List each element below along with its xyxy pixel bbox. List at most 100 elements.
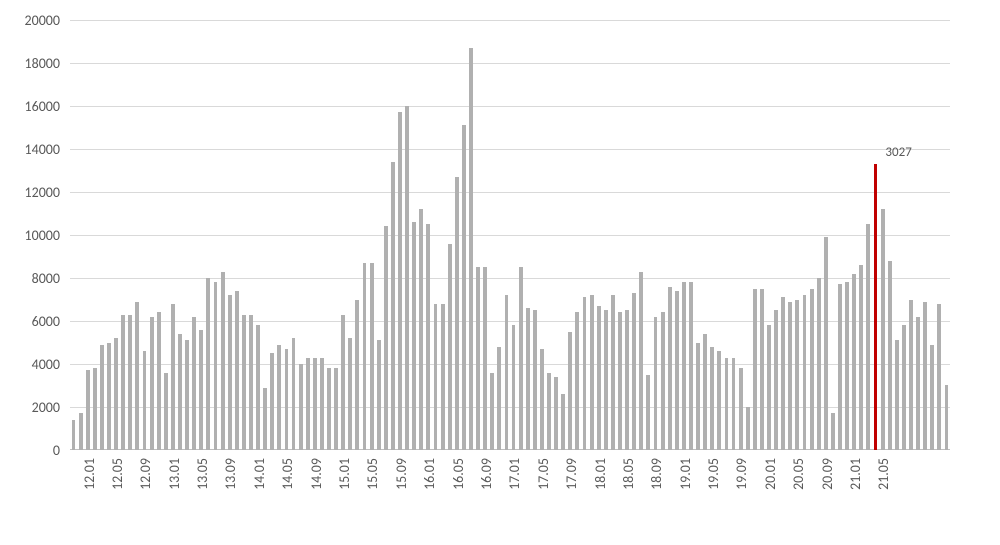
bar bbox=[583, 297, 587, 450]
bar bbox=[632, 293, 636, 450]
bar bbox=[242, 315, 246, 450]
bar bbox=[135, 302, 139, 450]
bar bbox=[781, 297, 785, 450]
bar bbox=[682, 282, 686, 450]
bar bbox=[320, 358, 324, 450]
y-tick-label: 18000 bbox=[0, 55, 60, 72]
bar bbox=[866, 224, 870, 450]
bar bbox=[852, 274, 856, 450]
x-tick-label: 14.09 bbox=[308, 458, 325, 498]
bar bbox=[405, 106, 409, 450]
bar bbox=[540, 349, 544, 450]
bar bbox=[604, 310, 608, 450]
bar bbox=[306, 358, 310, 450]
bar bbox=[803, 295, 807, 450]
bar bbox=[767, 325, 771, 450]
bar bbox=[377, 340, 381, 450]
x-tick-label: 13.09 bbox=[222, 458, 239, 498]
bar bbox=[327, 368, 331, 450]
bar bbox=[391, 162, 395, 450]
bar bbox=[505, 295, 509, 450]
bar bbox=[661, 312, 665, 450]
bar bbox=[313, 358, 317, 450]
bar bbox=[476, 267, 480, 450]
x-tick-label: 16.09 bbox=[478, 458, 495, 498]
bar bbox=[263, 388, 267, 450]
bar bbox=[249, 315, 253, 450]
bar bbox=[299, 364, 303, 450]
bar bbox=[760, 289, 764, 450]
bar bbox=[86, 370, 90, 450]
x-tick-label: 21.01 bbox=[847, 458, 864, 498]
bar bbox=[178, 334, 182, 450]
y-tick-label: 2000 bbox=[0, 399, 60, 416]
bar bbox=[561, 394, 565, 450]
bar bbox=[455, 177, 459, 450]
x-tick-label: 12.05 bbox=[109, 458, 126, 498]
bar bbox=[398, 112, 402, 450]
bar bbox=[568, 332, 572, 450]
x-tick-label: 21.05 bbox=[875, 458, 892, 498]
bar bbox=[717, 351, 721, 450]
bar bbox=[235, 291, 239, 450]
x-tick-label: 20.01 bbox=[762, 458, 779, 498]
plot-area bbox=[70, 20, 950, 450]
bar bbox=[256, 325, 260, 450]
bar bbox=[646, 375, 650, 450]
x-tick-label: 19.09 bbox=[733, 458, 750, 498]
bar bbox=[618, 312, 622, 450]
bar bbox=[384, 226, 388, 450]
bar bbox=[164, 373, 168, 450]
bar bbox=[526, 308, 530, 450]
bar bbox=[881, 209, 885, 450]
bar bbox=[519, 267, 523, 450]
x-tick-label: 18.09 bbox=[648, 458, 665, 498]
bar bbox=[753, 289, 757, 450]
bar bbox=[490, 373, 494, 450]
bar bbox=[675, 291, 679, 450]
bar bbox=[554, 377, 558, 450]
bar bbox=[171, 304, 175, 450]
bar bbox=[625, 310, 629, 450]
bar bbox=[895, 340, 899, 450]
x-tick-label: 14.05 bbox=[279, 458, 296, 498]
bar bbox=[888, 261, 892, 450]
bar bbox=[221, 272, 225, 450]
x-tick-label: 15.05 bbox=[364, 458, 381, 498]
bar bbox=[930, 345, 934, 450]
bar bbox=[788, 302, 792, 450]
bar bbox=[497, 347, 501, 450]
y-tick-label: 20000 bbox=[0, 12, 60, 29]
y-tick-label: 12000 bbox=[0, 184, 60, 201]
bar bbox=[575, 312, 579, 450]
bar bbox=[547, 373, 551, 450]
bar bbox=[483, 267, 487, 450]
bar bbox=[512, 325, 516, 450]
bar bbox=[292, 338, 296, 450]
gridline bbox=[70, 235, 950, 236]
x-tick-label: 17.01 bbox=[506, 458, 523, 498]
bar bbox=[214, 282, 218, 450]
x-tick-label: 14.01 bbox=[251, 458, 268, 498]
bar bbox=[611, 295, 615, 450]
bar bbox=[639, 272, 643, 450]
bar bbox=[902, 325, 906, 450]
gridline bbox=[70, 149, 950, 150]
bar bbox=[270, 353, 274, 450]
bar bbox=[859, 265, 863, 450]
bar bbox=[845, 282, 849, 450]
gridline bbox=[70, 192, 950, 193]
bar bbox=[206, 278, 210, 450]
bar bbox=[817, 278, 821, 450]
bar bbox=[448, 244, 452, 450]
bar bbox=[121, 315, 125, 450]
bar bbox=[689, 282, 693, 450]
x-tick-label: 13.05 bbox=[194, 458, 211, 498]
y-tick-label: 16000 bbox=[0, 98, 60, 115]
bar bbox=[285, 349, 289, 450]
gridline bbox=[70, 106, 950, 107]
bar bbox=[128, 315, 132, 450]
bar bbox=[945, 385, 949, 450]
bar bbox=[107, 343, 111, 451]
bar bbox=[590, 295, 594, 450]
